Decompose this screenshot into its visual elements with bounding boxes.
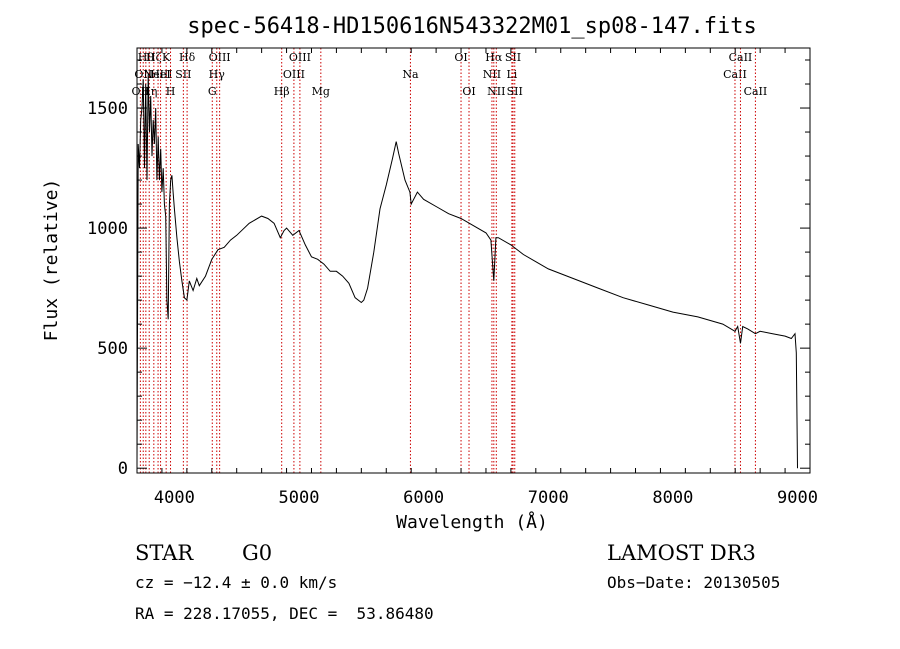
marker-label-24: Li (506, 68, 517, 81)
x-tick-label: 5000 (279, 488, 320, 508)
y-tick-label: 500 (97, 339, 128, 359)
plot-frame (136, 47, 811, 474)
marker-label-17: Mg (312, 85, 330, 98)
marker-label-21: NII (483, 68, 501, 81)
marker-label-11: G (208, 85, 217, 98)
marker-label-26: SII (507, 85, 523, 98)
marker-label-29: CaII (744, 85, 768, 98)
object-class: STAR (135, 541, 194, 565)
spectral-line-markers: OIIOIIHθHηHζNeIIIHeIKHSIIHδGHγOIIIHβOIII… (132, 48, 768, 473)
y-axis-label: Flux (relative) (41, 179, 62, 342)
marker-label-0: OII (132, 85, 150, 98)
marker-label-9: SII (175, 68, 191, 81)
x-tick-label: 6000 (403, 488, 444, 508)
marker-label-28: CaII (729, 51, 753, 64)
marker-label-18: Na (402, 68, 419, 81)
redshift-value: cz = −12.4 ± 0.0 km/s (135, 573, 338, 592)
y-axis: 0 500 1000 1500 (87, 59, 810, 479)
marker-label-13: OIII (209, 51, 231, 64)
marker-label-15: OIII (283, 68, 305, 81)
marker-label-1: OII (134, 68, 152, 81)
object-subclass: G0 (242, 541, 273, 565)
marker-label-5: NeIII (143, 68, 172, 81)
survey-name: LAMOST DR3 (607, 541, 756, 565)
x-tick-label: 7000 (528, 488, 569, 508)
marker-label-25: SII (505, 51, 521, 64)
marker-label-8: H (166, 85, 176, 98)
marker-label-19: OI (454, 51, 467, 64)
x-tick-label: 9000 (777, 488, 818, 508)
y-tick-label: 1000 (87, 219, 128, 239)
marker-label-16: OIII (289, 51, 311, 64)
marker-label-27: CaII (723, 68, 747, 81)
marker-label-23: NII (487, 85, 505, 98)
x-axis: 4000 5000 6000 7000 8000 9000 (136, 48, 818, 508)
marker-label-10: Hδ (179, 51, 196, 64)
x-tick-label: 4000 (154, 488, 195, 508)
coordinates: RA = 228.17055, DEC = 53.86480 (135, 604, 434, 623)
observation-date: Obs−Date: 20130505 (607, 573, 781, 592)
marker-label-12: Hγ (209, 68, 226, 81)
marker-label-6: HeI (150, 68, 170, 81)
chart-title: spec-56418-HD150616N543322M01_sp08-147.f… (187, 14, 757, 39)
spectrum-line (136, 74, 798, 469)
x-tick-label: 8000 (652, 488, 693, 508)
marker-label-14: Hβ (274, 85, 290, 98)
marker-label-7: K (162, 51, 171, 64)
x-axis-label: Wavelength (Å) (396, 511, 548, 533)
y-tick-label: 1500 (87, 99, 128, 119)
marker-label-4: Hζ (146, 51, 162, 64)
y-tick-label: 0 (118, 459, 128, 479)
marker-label-22: Hα (485, 51, 503, 64)
marker-label-20: OI (462, 85, 475, 98)
marker-label-2: Hθ (138, 51, 155, 64)
